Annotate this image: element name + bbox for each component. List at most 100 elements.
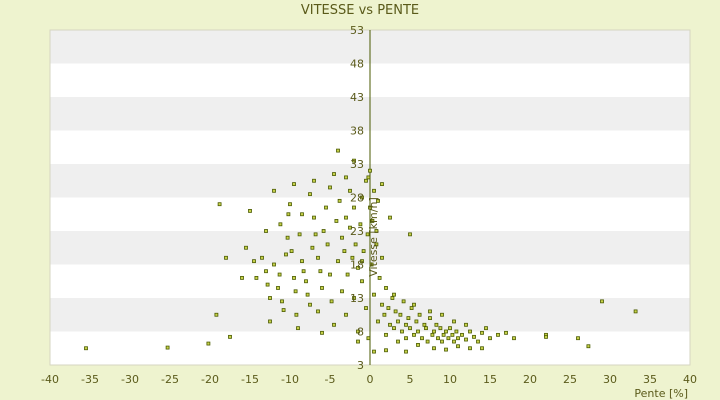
data-point bbox=[406, 316, 411, 321]
data-point bbox=[240, 275, 244, 280]
x-tick-label: -30 bbox=[121, 373, 139, 386]
data-point bbox=[356, 265, 360, 270]
data-point bbox=[292, 275, 296, 280]
data-point bbox=[600, 299, 604, 304]
data-point bbox=[328, 185, 332, 190]
data-point bbox=[480, 346, 484, 351]
data-point bbox=[388, 322, 392, 327]
data-point bbox=[296, 326, 300, 331]
data-point bbox=[434, 322, 439, 327]
data-point bbox=[382, 312, 387, 317]
y-tick-label: 3 bbox=[357, 359, 364, 372]
x-tick-label: 25 bbox=[563, 373, 577, 386]
data-point bbox=[408, 232, 412, 237]
data-point bbox=[252, 259, 256, 264]
data-point bbox=[284, 252, 288, 257]
data-point bbox=[456, 336, 460, 341]
data-point bbox=[396, 319, 400, 324]
data-points bbox=[84, 148, 638, 354]
data-point bbox=[408, 326, 412, 331]
data-point bbox=[409, 306, 414, 310]
data-point bbox=[512, 336, 516, 341]
data-point bbox=[386, 306, 391, 310]
data-point bbox=[286, 212, 291, 217]
data-point bbox=[372, 188, 376, 193]
x-axis-label: Pente [%] bbox=[634, 387, 688, 400]
data-point bbox=[404, 322, 408, 327]
data-point bbox=[422, 322, 427, 327]
data-point bbox=[393, 309, 398, 314]
data-point bbox=[380, 255, 384, 260]
data-point bbox=[277, 272, 282, 277]
data-point bbox=[370, 219, 375, 223]
data-point bbox=[390, 296, 395, 300]
data-point bbox=[329, 299, 334, 304]
data-point bbox=[305, 292, 310, 297]
y-tick-label: 33 bbox=[350, 158, 364, 171]
x-tick-label: 0 bbox=[367, 373, 374, 386]
data-point bbox=[366, 336, 371, 341]
data-point bbox=[398, 312, 403, 317]
data-point bbox=[308, 192, 312, 197]
data-point bbox=[472, 334, 476, 339]
data-point bbox=[280, 299, 284, 304]
data-point bbox=[360, 259, 364, 264]
data-point bbox=[268, 296, 272, 300]
data-point bbox=[268, 319, 272, 324]
data-point bbox=[325, 242, 330, 247]
y-tick-label: 48 bbox=[350, 58, 364, 71]
data-point bbox=[417, 312, 422, 317]
data-point bbox=[344, 312, 348, 317]
data-point bbox=[396, 339, 400, 344]
data-point bbox=[353, 242, 358, 247]
data-point bbox=[352, 158, 356, 163]
data-point bbox=[264, 229, 268, 233]
x-tick-label: -10 bbox=[281, 373, 299, 386]
data-point bbox=[313, 232, 318, 237]
data-point bbox=[300, 212, 304, 217]
data-point bbox=[264, 269, 268, 274]
data-point bbox=[384, 286, 388, 290]
data-point bbox=[228, 334, 232, 339]
y-tick-label: 18 bbox=[350, 259, 364, 272]
data-point bbox=[388, 215, 392, 220]
data-point bbox=[340, 289, 344, 294]
data-point bbox=[420, 336, 424, 341]
x-tick-label: 40 bbox=[683, 373, 697, 386]
data-point bbox=[278, 222, 283, 227]
data-point bbox=[361, 249, 366, 254]
data-point bbox=[369, 262, 374, 267]
data-point bbox=[352, 296, 356, 300]
data-point bbox=[412, 302, 416, 307]
data-point bbox=[460, 332, 464, 337]
data-point bbox=[348, 188, 352, 193]
data-point bbox=[392, 292, 396, 297]
data-point bbox=[336, 148, 340, 153]
data-point bbox=[316, 255, 320, 260]
data-point bbox=[432, 329, 436, 334]
data-point bbox=[452, 319, 456, 324]
data-point bbox=[448, 326, 452, 331]
data-point bbox=[360, 279, 364, 284]
data-point bbox=[484, 326, 488, 331]
data-point bbox=[301, 269, 306, 274]
x-tick-label: -15 bbox=[241, 373, 259, 386]
data-point bbox=[440, 339, 444, 344]
data-point bbox=[297, 232, 302, 237]
data-point bbox=[377, 275, 382, 280]
y-tick-label: 23 bbox=[350, 225, 364, 238]
data-point bbox=[294, 312, 299, 317]
data-point bbox=[276, 286, 280, 290]
data-point bbox=[342, 249, 347, 254]
x-tick-label: -5 bbox=[325, 373, 336, 386]
data-point bbox=[401, 299, 406, 304]
data-point bbox=[365, 232, 370, 237]
data-point bbox=[374, 229, 379, 233]
data-point bbox=[217, 202, 222, 207]
data-point bbox=[320, 330, 324, 335]
x-tick-label: 5 bbox=[407, 373, 414, 386]
data-point bbox=[376, 198, 380, 203]
data-point bbox=[214, 312, 219, 317]
